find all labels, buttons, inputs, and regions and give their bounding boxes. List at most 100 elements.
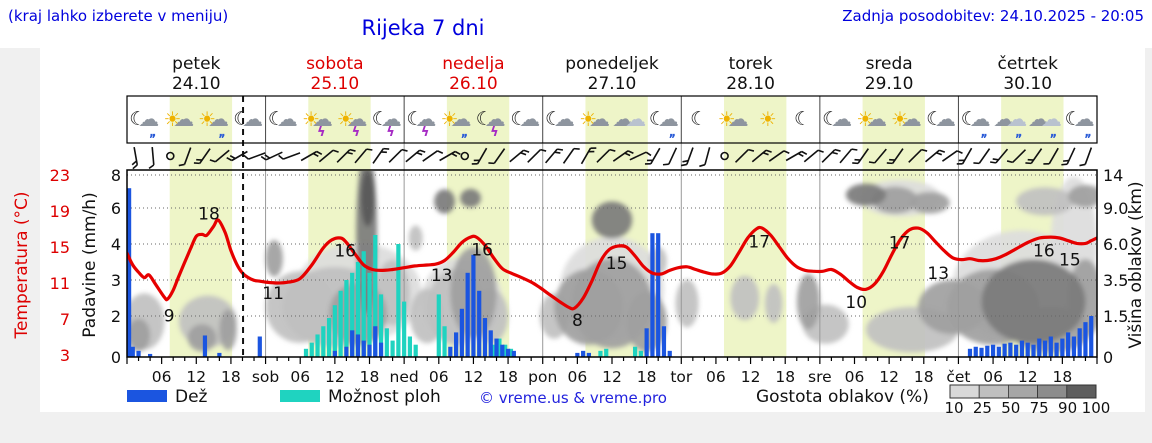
svg-text:12: 12 bbox=[325, 368, 345, 386]
svg-text:06: 06 bbox=[706, 368, 726, 386]
cloud-density-scale bbox=[949, 384, 1097, 399]
sun-glyph: ☀ bbox=[856, 107, 875, 131]
weather-icon: ☀ bbox=[750, 97, 786, 141]
cloud-glyph: ☁ bbox=[208, 106, 230, 131]
day-label: sreda 29.10 bbox=[819, 54, 959, 94]
weather-icon: ☾ ☁ bbox=[265, 97, 301, 141]
svg-text:15: 15 bbox=[606, 254, 628, 274]
svg-text:1.5: 1.5 bbox=[1103, 307, 1128, 326]
day-name: nedelja bbox=[442, 54, 505, 74]
svg-text:4: 4 bbox=[111, 235, 121, 254]
svg-text:sob: sob bbox=[252, 368, 279, 386]
svg-text:18: 18 bbox=[637, 368, 657, 386]
weather-icon: ☾ ☁ ϟ bbox=[473, 97, 509, 141]
cloud-glyph: ☁ bbox=[612, 106, 634, 131]
svg-text:12: 12 bbox=[879, 368, 899, 386]
svg-text:11: 11 bbox=[50, 274, 70, 293]
bolt-glyph: ϟ bbox=[386, 125, 395, 140]
day-name: četrtek bbox=[997, 54, 1058, 74]
svg-text:16: 16 bbox=[471, 241, 493, 261]
svg-text:90: 90 bbox=[1058, 399, 1077, 417]
svg-text:12: 12 bbox=[741, 368, 761, 386]
moon-glyph: ☾ bbox=[233, 107, 251, 130]
day-name: sreda bbox=[865, 54, 913, 74]
svg-text:13: 13 bbox=[431, 266, 453, 286]
time-axis-labels: 06 12 18 06 12 18 06 12 18 06 12 18 06 12 18 06 12 18 06 12… bbox=[152, 368, 1072, 386]
wind-barb-row bbox=[131, 146, 1093, 170]
weather-icon: ☀ ☁ bbox=[161, 97, 197, 141]
bolt-glyph: ϟ bbox=[351, 125, 361, 140]
svg-text:12: 12 bbox=[464, 368, 484, 386]
moon-glyph: ☾ bbox=[129, 107, 147, 130]
rain-bars bbox=[127, 188, 1094, 357]
rain-glyph: ,, bbox=[149, 125, 156, 139]
svg-text:15: 15 bbox=[50, 238, 70, 257]
cloud-glyph: ☁ bbox=[242, 106, 264, 131]
svg-text:13: 13 bbox=[927, 264, 949, 284]
svg-text:17: 17 bbox=[748, 233, 770, 253]
svg-text:8: 8 bbox=[111, 166, 121, 185]
sun-glyph: ☀ bbox=[440, 107, 459, 131]
svg-text:3.5: 3.5 bbox=[1103, 271, 1128, 290]
svg-text:50: 50 bbox=[1001, 399, 1020, 417]
weather-icon: ☁ ☁,, bbox=[1027, 97, 1063, 141]
svg-text:12: 12 bbox=[602, 368, 622, 386]
rain-legend-swatch bbox=[127, 390, 167, 402]
cloud-glyph: ☁ bbox=[831, 106, 853, 131]
sun-glyph: ☀ bbox=[198, 107, 217, 131]
weather-icon: ☀ ☁ bbox=[577, 97, 613, 141]
cloud-glyph: ☁ bbox=[727, 106, 749, 131]
weather-icon: ☾ ☁,, bbox=[1062, 97, 1098, 141]
weather-icon: ☾ ☁ bbox=[507, 97, 543, 141]
rain-glyph: ,, bbox=[668, 125, 676, 139]
rain-legend-label: Dež bbox=[175, 387, 208, 407]
svg-text:9: 9 bbox=[164, 306, 175, 326]
svg-text:18: 18 bbox=[775, 368, 795, 386]
day-name: ponedeljek bbox=[565, 54, 659, 74]
moon-glyph: ☾ bbox=[960, 107, 978, 130]
svg-text:23: 23 bbox=[50, 166, 70, 185]
cloud-glyph: ☁ bbox=[969, 106, 991, 131]
svg-text:6: 6 bbox=[111, 199, 121, 218]
copyright-link[interactable]: © vreme.us & vreme.pro bbox=[479, 389, 667, 407]
weather-icon: ☾ bbox=[785, 97, 821, 141]
rain-glyph: ,, bbox=[1084, 125, 1092, 139]
rain-glyph: ,, bbox=[1015, 125, 1022, 139]
cloud-glyph: ☁ bbox=[484, 106, 506, 131]
svg-text:18: 18 bbox=[498, 368, 518, 386]
cloud-glyph: ☁ bbox=[935, 106, 957, 131]
day-date: 28.10 bbox=[726, 74, 775, 94]
cloud-glyph: ☁ bbox=[450, 106, 472, 131]
time-axis-ticks bbox=[126, 357, 1098, 364]
bolt-glyph: ϟ bbox=[420, 125, 430, 140]
cloud-glyph: ☁ bbox=[900, 106, 922, 131]
svg-text:čet: čet bbox=[946, 368, 970, 386]
day-name: petek bbox=[172, 54, 221, 74]
weather-icon: ☀ ☁,, bbox=[438, 97, 474, 141]
cloud-glyph: ☁ bbox=[276, 106, 298, 131]
svg-text:06: 06 bbox=[429, 368, 449, 386]
svg-text:17: 17 bbox=[889, 234, 911, 254]
cloud-glyph: ☁ bbox=[173, 106, 195, 131]
weather-icon: ☀ ☁ bbox=[715, 97, 751, 141]
svg-text:6.0: 6.0 bbox=[1103, 235, 1128, 254]
day-label: četrtek 30.10 bbox=[958, 54, 1098, 94]
svg-text:06: 06 bbox=[290, 368, 310, 386]
moon-glyph: ☾ bbox=[1064, 107, 1082, 130]
weather-icon: ☀ ☁ ϟ bbox=[300, 97, 336, 141]
weather-icon: ☀ ☁,, bbox=[196, 97, 232, 141]
sun-glyph: ☀ bbox=[302, 107, 320, 131]
svg-text:18: 18 bbox=[221, 368, 241, 386]
sun-glyph: ☀ bbox=[336, 107, 355, 131]
sun-glyph: ☀ bbox=[717, 107, 736, 131]
rain-glyph: ,, bbox=[460, 125, 468, 139]
axis-tick-labels: 8 6 4 3 2 0 23 19 15 11 7 3 14 9.0 6.0 3.5 1.5 0 bbox=[50, 166, 1129, 367]
svg-text:16: 16 bbox=[334, 242, 356, 262]
cloud-glyph: ☁ bbox=[138, 106, 160, 131]
cloud-glyph: ☁ bbox=[554, 106, 576, 131]
svg-text:2: 2 bbox=[111, 307, 121, 326]
sun-glyph: ☀ bbox=[758, 107, 777, 131]
cloud-glyph: ☁ bbox=[1028, 106, 1050, 131]
day-date: 29.10 bbox=[864, 74, 914, 94]
